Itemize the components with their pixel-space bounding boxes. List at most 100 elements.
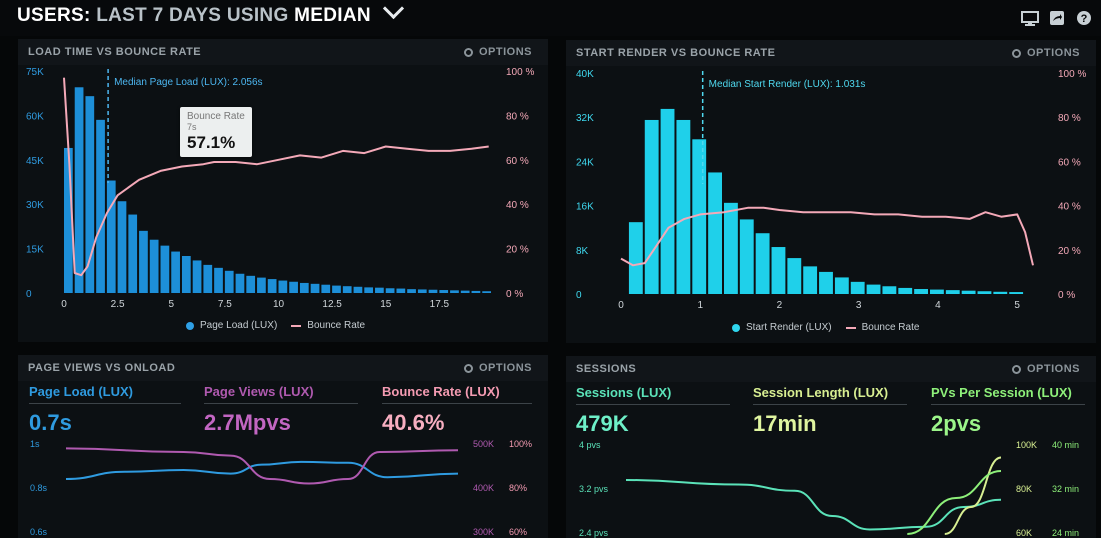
- metric-page-views[interactable]: Page Views (LUX) 2.7Mpvs: [204, 384, 358, 436]
- histogram-bar: [482, 291, 491, 293]
- x-tick-label: 0: [618, 300, 624, 311]
- svg-text:?: ?: [1081, 13, 1088, 25]
- histogram-bar: [644, 119, 659, 295]
- dashboard-title[interactable]: USERS: LAST 7 DAYS USING MEDIAN: [17, 0, 405, 27]
- histogram-bar: [139, 230, 148, 293]
- histogram-bar: [417, 289, 427, 293]
- x-tick-label: 5: [168, 299, 174, 310]
- histogram-bar: [267, 279, 277, 293]
- x-tick-label: 7.5: [218, 299, 232, 310]
- histogram-bar: [181, 256, 191, 293]
- y-right-tick-label: 80%: [509, 483, 527, 493]
- options-label: OPTIONS: [478, 46, 532, 58]
- x-tick-label: 3: [856, 300, 862, 311]
- metric-label: PVs Per Session (LUX): [931, 385, 1085, 405]
- x-tick-label: 10: [273, 299, 285, 310]
- histogram-bar: [375, 287, 384, 293]
- series-line-3: [907, 470, 1002, 535]
- monitor-icon[interactable]: [1021, 10, 1039, 26]
- histogram-bar: [160, 245, 170, 293]
- histogram-bar: [914, 289, 928, 294]
- x-tick-label: 2: [777, 300, 783, 311]
- options-button[interactable]: OPTIONS: [1011, 47, 1080, 59]
- y-left-tick-label: 0.6s: [30, 527, 48, 537]
- metric-page-load[interactable]: Page Load (LUX) 0.7s: [29, 384, 181, 436]
- y-left-tick-label: 75K: [26, 67, 44, 78]
- bounce-rate-line: [620, 206, 1034, 267]
- pageviews-panel: PAGE VIEWS VS ONLOAD OPTIONS Page Load (…: [18, 355, 548, 538]
- histogram-bar: [771, 247, 786, 294]
- histogram-bar: [1009, 292, 1024, 294]
- histogram-bar: [203, 264, 213, 293]
- metric-value: 0.7s: [29, 410, 72, 435]
- y-right-tick-label: 20 %: [1058, 246, 1081, 257]
- render-bounce-panel: START RENDER VS BOUNCE RATE OPTIONS 0 8K 1…: [566, 40, 1096, 343]
- title-prefix: USERS:: [17, 5, 91, 26]
- chevron-down-icon[interactable]: [383, 0, 405, 20]
- metric-bounce-rate[interactable]: Bounce Rate (LUX) 40.6%: [382, 384, 532, 436]
- metric-pvs-per-session[interactable]: PVs Per Session (LUX) 2pvs: [931, 385, 1085, 437]
- histogram-bar: [819, 271, 833, 294]
- histogram-bar: [117, 201, 127, 293]
- y-left-tick-label: 0: [576, 290, 582, 301]
- legend-page-load[interactable]: Page Load (LUX): [200, 320, 278, 331]
- histogram-bar: [214, 267, 223, 293]
- options-button[interactable]: OPTIONS: [463, 46, 532, 58]
- panel-header: PAGE VIEWS VS ONLOAD OPTIONS: [18, 355, 548, 381]
- y-right-tick-label: 100 %: [506, 67, 534, 78]
- histogram-bar: [834, 277, 849, 294]
- y-right-tick-label: 40 min: [1052, 440, 1079, 450]
- histogram-bar: [977, 291, 992, 294]
- histogram-bar: [299, 282, 309, 293]
- histogram-bar: [428, 289, 438, 293]
- histogram-bar: [866, 284, 881, 294]
- metric-value: 2pvs: [931, 411, 982, 436]
- legend-bounce[interactable]: Bounce Rate: [861, 322, 920, 333]
- gear-icon: [463, 47, 473, 57]
- metric-session-length[interactable]: Session Length (LUX) 17min: [753, 385, 907, 437]
- y-right-tick-label: 60%: [509, 527, 527, 537]
- histogram-bar: [660, 108, 675, 294]
- options-button[interactable]: OPTIONS: [463, 362, 532, 374]
- metric-value: 479K: [576, 411, 629, 436]
- panel-header: SESSIONS OPTIONS: [566, 356, 1096, 382]
- y-left-tick-label: 40K: [576, 69, 594, 80]
- legend-start-render[interactable]: Start Render (LUX): [746, 322, 832, 333]
- legend-bounce[interactable]: Bounce Rate: [307, 320, 366, 331]
- y-right-tick-label: 60 %: [1058, 157, 1081, 168]
- histogram-bar: [171, 251, 180, 293]
- panel-title: PAGE VIEWS VS ONLOAD: [28, 362, 176, 374]
- histogram-bar: [787, 258, 802, 294]
- histogram-bar: [628, 222, 643, 294]
- series-line-1: [65, 460, 459, 480]
- histogram-bar: [930, 289, 944, 294]
- title-mode: MEDIAN: [294, 5, 371, 26]
- sessions-chart: 4 pvs 3.2 pvs 2.4 pvs 100K 80K 60K 40 min 32 mi…: [579, 440, 1079, 538]
- histogram-bar: [332, 285, 341, 293]
- histogram-bar: [353, 286, 363, 293]
- histogram-bar: [149, 239, 159, 293]
- x-tick-label: 15: [380, 299, 392, 310]
- median-label: Median Start Render (LUX): 1.031s: [709, 79, 866, 90]
- help-icon[interactable]: ?: [1075, 10, 1093, 26]
- y-right-tick-label: 32 min: [1052, 484, 1079, 494]
- tooltip-x: 7s: [187, 122, 197, 132]
- y-left-tick-label: 16K: [576, 202, 594, 213]
- histogram-bar: [450, 290, 459, 293]
- y-right-tick-label: 0 %: [1058, 290, 1075, 301]
- y-right-tick-label: 60 %: [506, 156, 529, 167]
- histogram-bar: [278, 280, 288, 293]
- y-right-tick-label: 100K: [1016, 440, 1037, 450]
- options-button[interactable]: OPTIONS: [1011, 363, 1080, 375]
- metric-sessions[interactable]: Sessions (LUX) 479K: [576, 385, 730, 437]
- share-icon[interactable]: [1048, 10, 1066, 26]
- y-left-tick-label: 60K: [26, 111, 44, 122]
- y-left-tick-label: 15K: [26, 245, 44, 256]
- histogram-bar: [755, 233, 770, 294]
- histogram-bar: [321, 284, 331, 293]
- y-left-tick-label: 45K: [26, 156, 44, 167]
- metric-value: 17min: [753, 411, 817, 436]
- x-tick-label: 17.5: [430, 299, 450, 310]
- y-right-tick-label: 100%: [509, 439, 532, 449]
- y-right-tick-label: 60K: [1016, 528, 1032, 538]
